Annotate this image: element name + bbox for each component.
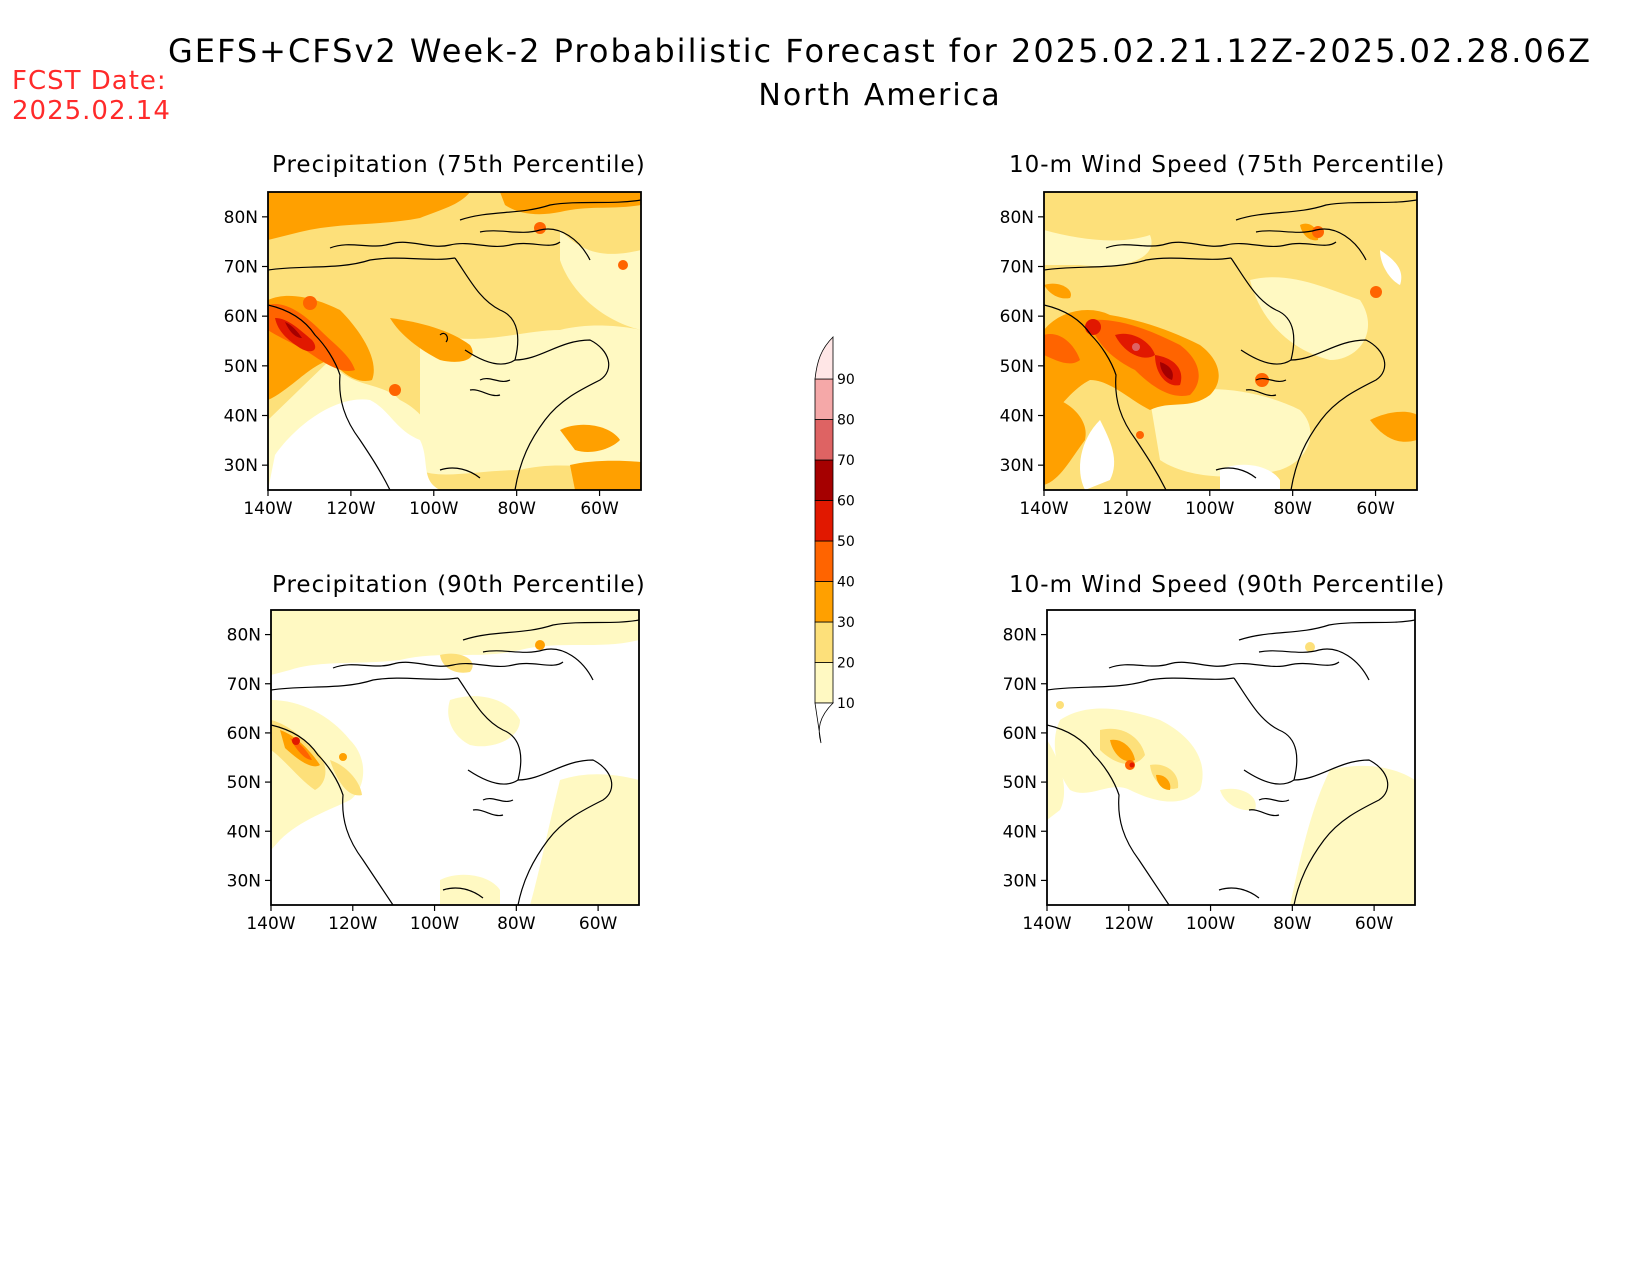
colorbar-box — [814, 621, 834, 663]
forecast-date-value: 2025.02.14 — [12, 96, 171, 126]
lon-label: 80W — [1273, 914, 1312, 934]
colorbar-label: 10 — [837, 696, 855, 712]
colorbar: 90 80 70 60 50 40 30 20 10 — [814, 336, 855, 744]
wind75-coastlines — [1044, 199, 1417, 490]
lon-label: 140W — [243, 499, 292, 519]
lat-label: 70N — [224, 258, 258, 278]
lon-label: 120W — [326, 499, 375, 519]
lat-label: 60N — [1003, 724, 1037, 744]
colorbar-box — [814, 419, 834, 461]
colorbar-label: 60 — [837, 494, 855, 510]
colorbar-box — [814, 378, 834, 420]
map-panel-wind75 — [1043, 191, 1418, 491]
lat-label: 80N — [1000, 208, 1034, 228]
lat-label: 40N — [1000, 407, 1034, 427]
lat-label: 40N — [227, 822, 261, 842]
lon-label: 60W — [1355, 914, 1394, 934]
colorbar-label: 40 — [837, 575, 855, 591]
panel-title-wind90: 10-m Wind Speed (90th Percentile) — [1009, 572, 1446, 598]
lat-label: 60N — [227, 724, 261, 744]
colorbar-label: 70 — [837, 453, 855, 469]
precip75-shading — [268, 192, 641, 490]
map-panel-wind90 — [1046, 609, 1416, 906]
colorbar-box — [814, 581, 834, 623]
lon-label: 100W — [1185, 499, 1234, 519]
lon-label: 80W — [1273, 499, 1312, 519]
lon-label: 80W — [497, 499, 536, 519]
panel-title-precip75: Precipitation (75th Percentile) — [272, 152, 646, 178]
colorbar-bottom-arrow — [814, 702, 834, 744]
lat-label: 30N — [227, 871, 261, 891]
lat-label: 70N — [227, 675, 261, 695]
axis-ticks: 80N 70N 60N 50N 40N 30N 140W 120W 100W 80W 60W 80N 7… — [224, 208, 1395, 934]
colorbar-label: 80 — [837, 413, 855, 429]
lat-label: 30N — [224, 456, 258, 476]
lat-label: 60N — [224, 307, 258, 327]
lat-label: 30N — [1003, 871, 1037, 891]
lon-label: 140W — [1022, 914, 1071, 934]
colorbar-box — [814, 540, 834, 582]
lon-label: 120W — [328, 914, 377, 934]
colorbar-label: 30 — [837, 615, 855, 631]
lon-label: 60W — [1356, 499, 1395, 519]
colorbar-label: 50 — [837, 534, 855, 550]
wind90-shading — [1047, 610, 1415, 905]
colorbar-box — [814, 662, 834, 704]
lat-label: 50N — [1003, 773, 1037, 793]
wind90-coastlines — [1047, 619, 1415, 905]
forecast-date-block: FCST Date: 2025.02.14 — [12, 66, 171, 126]
colorbar-label: 90 — [837, 372, 855, 388]
colorbar-box — [814, 459, 834, 501]
wind75-shading — [1044, 192, 1417, 490]
lat-label: 30N — [1000, 456, 1034, 476]
panel-title-precip90: Precipitation (90th Percentile) — [272, 572, 646, 598]
forecast-date-label: FCST Date: — [12, 66, 167, 96]
lon-label: 60W — [579, 914, 618, 934]
lon-label: 100W — [1186, 914, 1235, 934]
lat-label: 80N — [1003, 626, 1037, 646]
lat-label: 50N — [227, 773, 261, 793]
lat-label: 60N — [1000, 307, 1034, 327]
map-panel-precip75 — [267, 191, 642, 491]
lat-label: 50N — [224, 357, 258, 377]
precip90-coastlines — [271, 619, 639, 905]
lon-label: 100W — [410, 914, 459, 934]
page-subtitle: North America — [758, 78, 1002, 113]
lat-label: 40N — [1003, 822, 1037, 842]
colorbar-top-arrow — [814, 336, 834, 380]
page-title: GEFS+CFSv2 Week-2 Probabilistic Forecast… — [167, 32, 1593, 70]
precip90-shading — [271, 610, 639, 905]
lat-label: 50N — [1000, 357, 1034, 377]
lat-label: 70N — [1003, 675, 1037, 695]
lon-label: 120W — [1102, 499, 1151, 519]
lon-label: 140W — [246, 914, 295, 934]
map-panel-precip90 — [270, 609, 640, 906]
lon-label: 100W — [409, 499, 458, 519]
lon-label: 80W — [497, 914, 536, 934]
colorbar-label: 20 — [837, 656, 855, 672]
lat-label: 70N — [1000, 258, 1034, 278]
lon-label: 140W — [1019, 499, 1068, 519]
precip75-coastlines — [268, 199, 641, 490]
lat-label: 80N — [227, 626, 261, 646]
lon-label: 60W — [580, 499, 619, 519]
lat-label: 40N — [224, 407, 258, 427]
lon-label: 120W — [1104, 914, 1153, 934]
colorbar-box — [814, 500, 834, 542]
panel-title-wind75: 10-m Wind Speed (75th Percentile) — [1009, 152, 1446, 178]
lat-label: 80N — [224, 208, 258, 228]
